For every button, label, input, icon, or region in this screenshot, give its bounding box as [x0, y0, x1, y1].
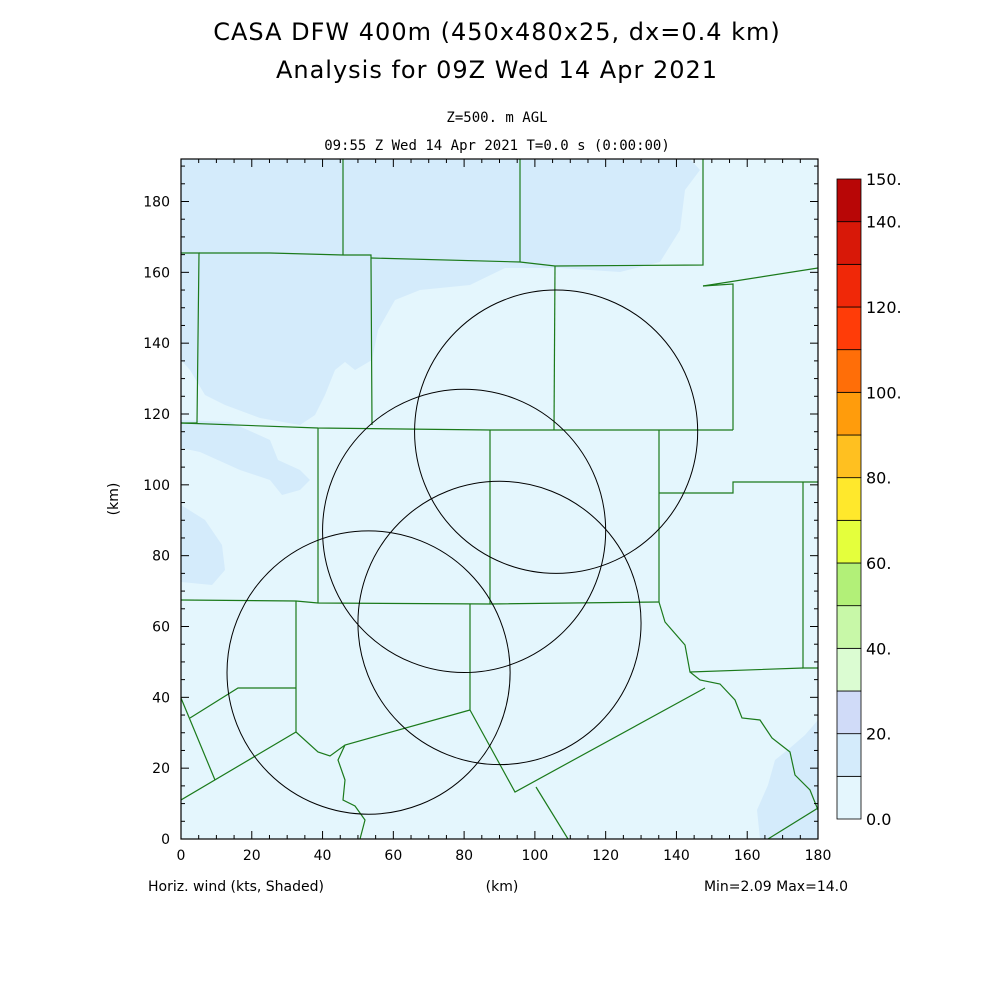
x-tick-label: 100 — [522, 848, 549, 864]
field-label: Horiz. wind (kts, Shaded) — [148, 879, 324, 895]
x-tick-labels: 0 20 40 60 80 100 120 140 160 180 — [177, 848, 832, 864]
radar-range-circle — [357, 480, 642, 766]
plot-area — [181, 159, 818, 839]
county-line — [535, 786, 569, 839]
shade-region-southeast — [757, 720, 818, 839]
y-tick-labels: 0 20 40 60 80 100 120 140 160 180 — [143, 195, 170, 849]
colorbar-labels: 0.0 20. 40. 60. 80. 100. 120. 140. 150. — [866, 170, 902, 829]
county-line — [181, 697, 216, 781]
colorbar-swatch — [836, 349, 862, 393]
colorbar — [836, 178, 862, 820]
colorbar-swatch — [836, 562, 862, 607]
figure-subtitle: Analysis for 09Z Wed 14 Apr 2021 — [276, 56, 718, 84]
y-tick-label: 160 — [143, 265, 170, 281]
colorbar-swatch — [836, 690, 862, 735]
colorbar-label: 40. — [866, 639, 891, 658]
x-tick-label: 180 — [805, 848, 832, 864]
colorbar-swatch — [836, 178, 862, 223]
colorbar-label: 60. — [866, 554, 891, 573]
time-label: 09:55 Z Wed 14 Apr 2021 T=0.0 s (0:00:00… — [324, 138, 670, 154]
wind-shading — [181, 159, 818, 839]
colorbar-swatch — [836, 221, 862, 265]
county-line — [689, 671, 818, 811]
y-tick-label: 100 — [143, 478, 170, 494]
county-line — [702, 267, 818, 287]
y-tick-label: 80 — [152, 549, 170, 565]
y-tick-label: 40 — [152, 690, 170, 706]
colorbar-swatch — [836, 306, 862, 351]
x-tick-label: 140 — [663, 848, 690, 864]
shade-region-west-band — [181, 420, 310, 495]
colorbar-swatch — [836, 775, 862, 820]
colorbar-swatch — [836, 605, 862, 649]
county-line — [181, 422, 733, 431]
colorbar-swatch — [836, 647, 862, 692]
radar-range-circle — [226, 530, 511, 815]
min-max-label: Min=2.09 Max=14.0 — [704, 879, 848, 895]
county-line — [469, 604, 706, 793]
y-axis-label: (km) — [106, 483, 122, 516]
tick-marks — [180, 159, 819, 840]
colorbar-label: 140. — [866, 213, 902, 232]
y-tick-label: 140 — [143, 336, 170, 352]
county-line — [337, 744, 366, 839]
x-tick-label: 160 — [734, 848, 761, 864]
radar-range-circle — [322, 388, 607, 674]
county-line — [702, 283, 734, 430]
colorbar-swatch — [836, 477, 862, 521]
x-axis-label: (km) — [486, 879, 519, 895]
colorbar-label: 100. — [866, 383, 902, 402]
radar-range-rings — [226, 289, 699, 815]
x-tick-label: 80 — [455, 848, 473, 864]
county-line — [189, 687, 296, 719]
radar-range-circle — [414, 289, 699, 574]
colorbar-label: 150. — [866, 170, 902, 189]
figure-title: CASA DFW 400m (450x480x25, dx=0.4 km) — [213, 18, 781, 46]
y-tick-label: 180 — [143, 195, 170, 211]
county-boundaries — [181, 159, 818, 839]
county-line — [181, 599, 660, 605]
y-tick-label: 0 — [161, 832, 170, 848]
colorbar-label: 20. — [866, 725, 891, 744]
colorbar-label: 0.0 — [866, 810, 891, 829]
x-tick-label: 120 — [592, 848, 619, 864]
county-line — [199, 252, 373, 426]
y-tick-label: 120 — [143, 407, 170, 423]
y-tick-label: 60 — [152, 620, 170, 636]
colorbar-swatch — [836, 733, 862, 777]
x-tick-label: 0 — [177, 848, 186, 864]
colorbar-swatch — [836, 519, 862, 564]
county-line — [767, 807, 818, 839]
level-label: Z=500. m AGL — [446, 110, 547, 126]
colorbar-swatch — [836, 434, 862, 479]
shade-region-west — [181, 505, 225, 585]
colorbar-label: 120. — [866, 298, 902, 317]
x-tick-label: 20 — [243, 848, 261, 864]
colorbar-label: 80. — [866, 469, 891, 488]
shade-region-north — [181, 159, 700, 425]
x-tick-label: 40 — [314, 848, 332, 864]
county-line — [658, 601, 804, 673]
county-line — [659, 481, 818, 494]
colorbar-swatch — [836, 391, 862, 436]
x-tick-label: 60 — [384, 848, 402, 864]
y-tick-label: 20 — [152, 761, 170, 777]
county-line — [181, 709, 471, 801]
colorbar-swatch — [836, 263, 862, 308]
county-line — [553, 265, 556, 431]
